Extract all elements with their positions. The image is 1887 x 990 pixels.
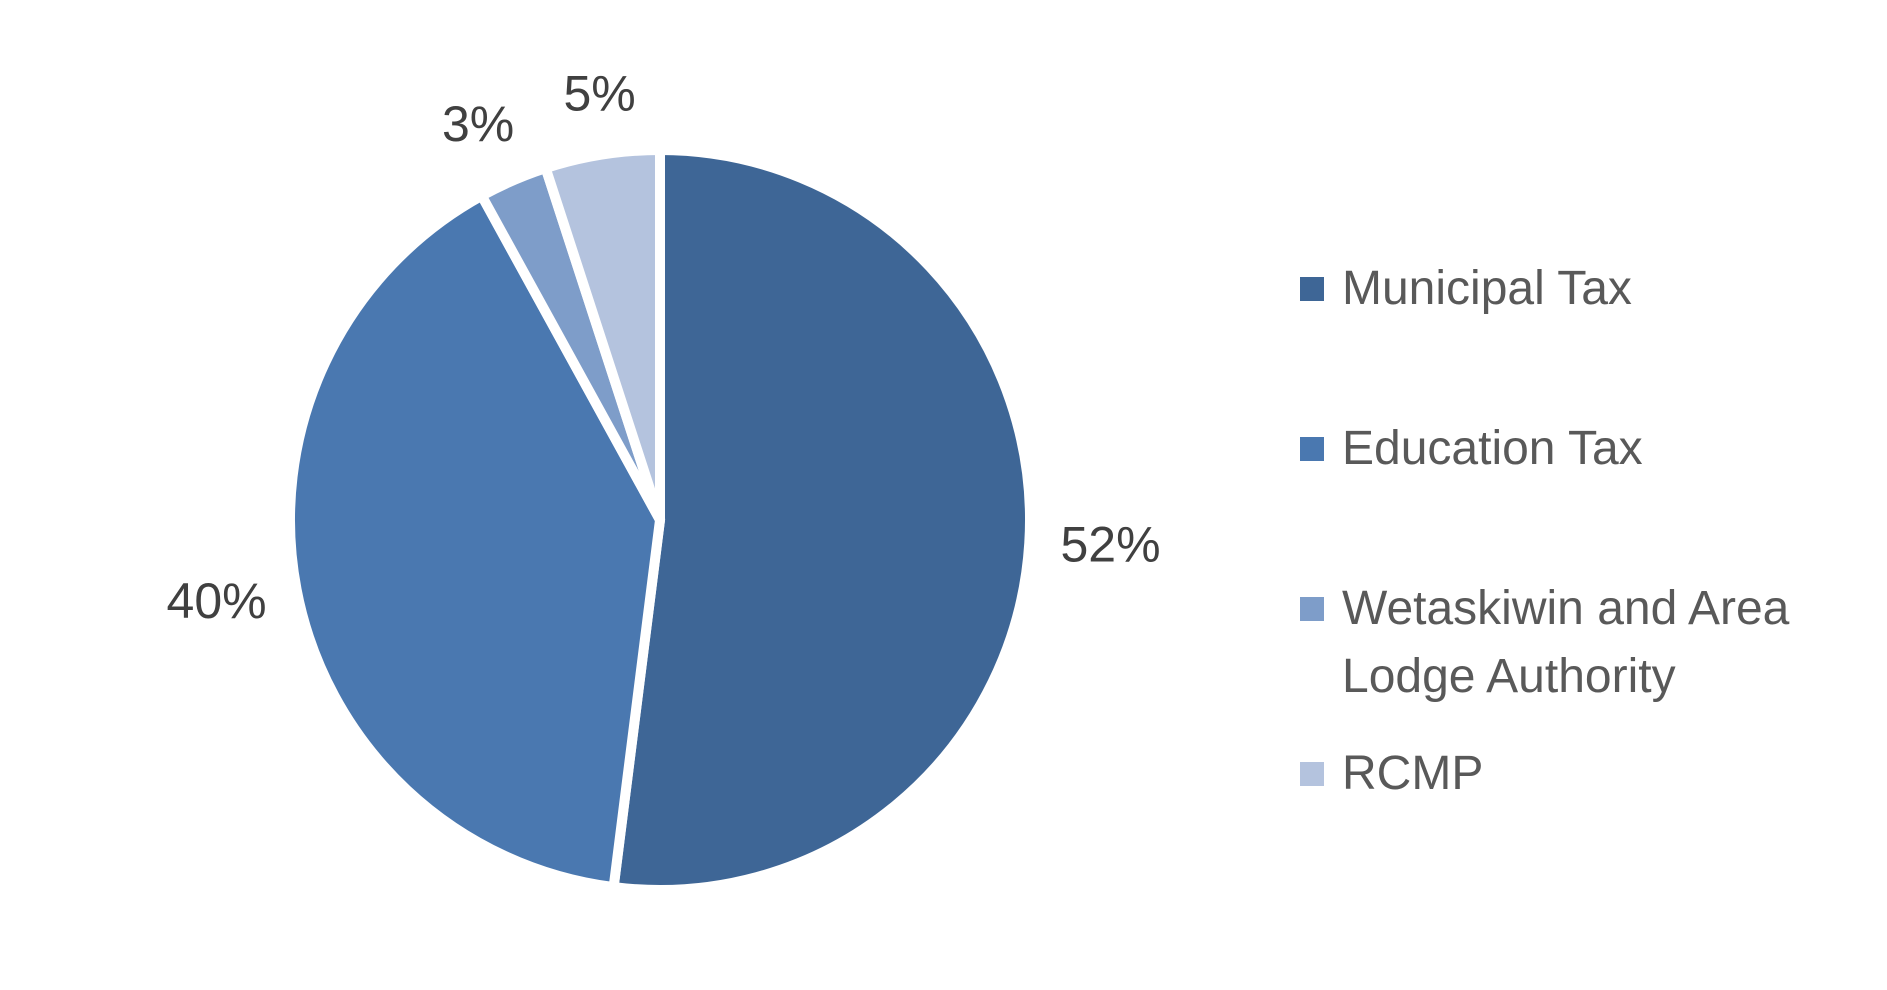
pie-slices: [285, 144, 1035, 895]
legend-label-lodge-authority: Wetaskiwin and Area Lodge Authority: [1342, 582, 1790, 703]
legend-swatch-education-tax: [1300, 437, 1324, 461]
legend-item-lodge-authority: Wetaskiwin and Area Lodge Authority: [1300, 575, 1862, 711]
legend-swatch-lodge-authority: [1300, 597, 1324, 621]
legend-label-municipal-tax: Municipal Tax: [1342, 262, 1632, 315]
legend-swatch-rcmp: [1300, 762, 1324, 786]
data-label-rcmp: 5%: [563, 65, 635, 121]
pie-data-labels: 52% 40% 3% 5%: [167, 65, 1161, 629]
pie-slice-rcmp: [539, 144, 665, 522]
legend-item-education-tax: Education Tax: [1300, 415, 1862, 483]
pie-slice-municipal-tax: [608, 144, 1035, 895]
data-label-education-tax: 40%: [167, 573, 267, 629]
data-label-lodge-authority: 3%: [442, 96, 514, 152]
legend-label-rcmp: RCMP: [1342, 747, 1484, 800]
legend-label-education-tax: Education Tax: [1342, 422, 1643, 475]
data-label-municipal-tax: 52%: [1060, 517, 1160, 573]
legend-item-rcmp: RCMP: [1300, 740, 1862, 808]
legend-swatch-municipal-tax: [1300, 277, 1324, 301]
legend-item-municipal-tax: Municipal Tax: [1300, 255, 1862, 323]
pie-slice-education-tax: [285, 188, 666, 893]
